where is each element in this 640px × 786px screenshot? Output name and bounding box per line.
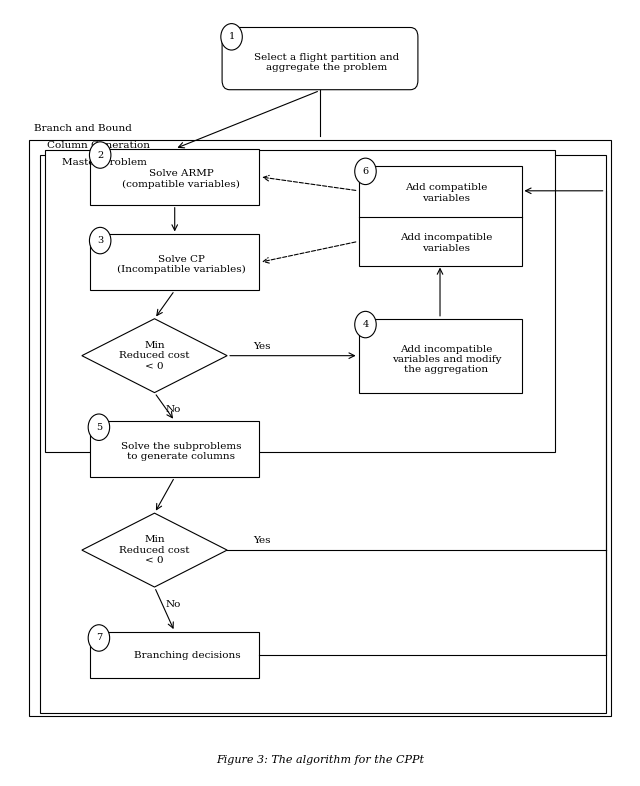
Text: 5: 5 <box>96 423 102 432</box>
Text: Solve CP
(Incompatible variables): Solve CP (Incompatible variables) <box>116 255 245 274</box>
Text: 6: 6 <box>362 167 369 176</box>
Text: Master Problem: Master Problem <box>62 158 147 167</box>
Text: Add incompatible
variables and modify
the aggregation: Add incompatible variables and modify th… <box>392 344 501 374</box>
Bar <box>358 167 522 266</box>
Text: 2: 2 <box>97 151 103 160</box>
Circle shape <box>90 227 111 254</box>
Circle shape <box>221 24 243 50</box>
Circle shape <box>88 414 109 440</box>
FancyBboxPatch shape <box>222 28 418 90</box>
Bar <box>90 421 259 477</box>
Text: Column Generation: Column Generation <box>47 141 150 150</box>
Text: No: No <box>166 406 181 414</box>
Text: Branching decisions: Branching decisions <box>134 652 241 660</box>
Bar <box>90 234 259 290</box>
Bar <box>29 140 611 716</box>
Text: Add compatible
variables: Add compatible variables <box>405 183 488 203</box>
Text: Select a flight partition and
aggregate the problem: Select a flight partition and aggregate … <box>253 53 399 72</box>
Text: 3: 3 <box>97 236 103 245</box>
Text: Figure 3: The algorithm for the CPPt: Figure 3: The algorithm for the CPPt <box>216 755 424 765</box>
Text: 7: 7 <box>96 634 102 642</box>
Circle shape <box>355 311 376 338</box>
Text: 1: 1 <box>228 32 235 42</box>
Text: Yes: Yes <box>253 536 271 545</box>
Bar <box>90 632 259 678</box>
Text: Branch and Bound: Branch and Bound <box>35 124 132 133</box>
Text: Add incompatible
variables: Add incompatible variables <box>400 233 493 252</box>
Text: Solve ARMP
(compatible variables): Solve ARMP (compatible variables) <box>122 169 240 189</box>
Text: 4: 4 <box>362 320 369 329</box>
Bar <box>40 155 606 714</box>
Bar <box>45 150 555 452</box>
Polygon shape <box>82 319 227 393</box>
Text: Solve the subproblems
to generate columns: Solve the subproblems to generate column… <box>121 442 241 461</box>
Text: Min
Reduced cost
< 0: Min Reduced cost < 0 <box>119 535 189 565</box>
Circle shape <box>90 141 111 168</box>
Text: No: No <box>166 600 181 608</box>
Circle shape <box>355 158 376 185</box>
Polygon shape <box>82 513 227 587</box>
Text: Min
Reduced cost
< 0: Min Reduced cost < 0 <box>119 341 189 370</box>
Circle shape <box>88 625 109 651</box>
Bar <box>358 319 522 393</box>
Text: Yes: Yes <box>253 342 271 351</box>
Bar <box>90 149 259 205</box>
